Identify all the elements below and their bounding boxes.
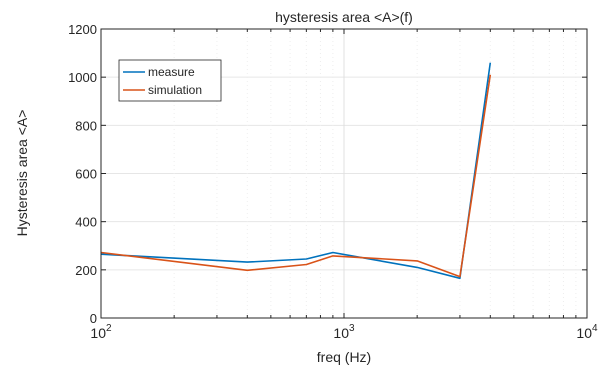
- y-tick-label: 600: [75, 167, 97, 182]
- y-tick-label: 200: [75, 263, 97, 278]
- series-layer: [100, 62, 492, 280]
- y-axis-label: Hysteresis area <A>: [14, 110, 30, 237]
- y-tick-label: 1000: [68, 70, 97, 85]
- x-axis-label: freq (Hz): [317, 349, 371, 365]
- legend-box: [118, 59, 222, 102]
- series-line-measure: [100, 62, 492, 280]
- legend-label-measure: measure: [148, 65, 195, 79]
- legend: measure simulation: [118, 59, 222, 102]
- y-tick-label: 0: [90, 311, 97, 326]
- y-tick-label: 800: [75, 118, 97, 133]
- chart-title: hysteresis area <A>(f): [275, 9, 413, 25]
- y-tick-label: 400: [75, 215, 97, 230]
- y-tick-label: 1200: [68, 22, 97, 37]
- series-line-simulation: [100, 74, 492, 278]
- legend-label-simulation: simulation: [148, 83, 202, 97]
